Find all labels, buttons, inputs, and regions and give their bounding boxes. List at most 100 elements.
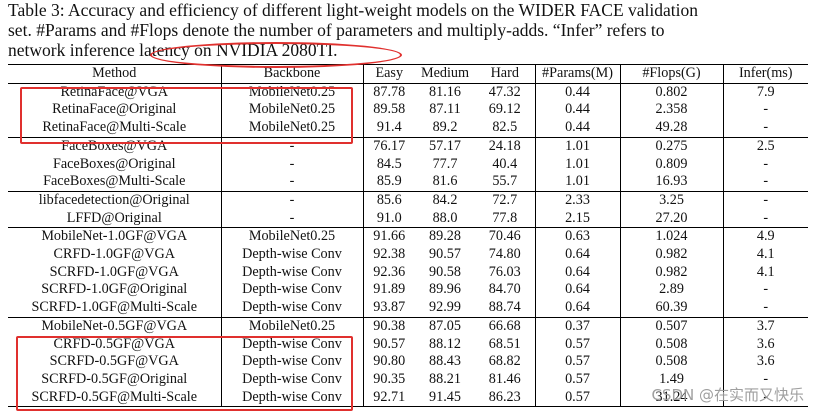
cell-hard: 68.51	[488, 335, 521, 352]
cell-infer: 7.9	[722, 82, 808, 102]
cell-backbone: MobileNet0.25	[220, 101, 363, 120]
cell-params: 1.01	[534, 173, 620, 192]
cell-medium: 89.28	[415, 227, 475, 247]
cell-easy: 91.0	[362, 209, 415, 228]
cell-medium: 90.58	[429, 263, 461, 280]
cell-flops: 0.275	[619, 136, 723, 156]
cell-params: 0.37	[534, 316, 620, 336]
cell-method: RetinaFace@VGA	[8, 82, 221, 102]
cell-hard: 72.7	[475, 190, 535, 210]
table-row: FaceBoxes@Multi-Scale -85.9 81.6 55.7 1.01 16…	[8, 173, 808, 192]
table-row: libfacedetection@Original -85.6 84.2 72.7 2.…	[8, 190, 808, 210]
cell-params: 2.33	[534, 190, 620, 210]
cell-method: SCRFD-0.5GF@Original	[41, 370, 188, 387]
cell-flops: 0.508	[619, 335, 723, 354]
cell-flops: 0.802	[619, 82, 723, 102]
table-row: MobileNet-0.5GF@VGA MobileNet0.25 90.38 87.…	[8, 316, 808, 336]
cell-method: RetinaFace@Multi-Scale	[42, 119, 187, 136]
results-table: Method Backbone Easy Medium Hard #Params…	[8, 64, 808, 408]
cell-method: SCRFD-0.5GF@Multi-Scale	[8, 388, 221, 408]
cell-backbone: MobileNet0.25	[220, 227, 363, 247]
cell-easy: 76.17	[362, 136, 415, 156]
cell-method: RetinaFace@Original	[52, 101, 177, 118]
cell-backbone: Depth-wise Conv	[220, 263, 363, 282]
cell-backbone: Depth-wise Conv	[220, 370, 363, 389]
cell-infer: -	[722, 281, 808, 300]
cell-infer: -	[722, 209, 808, 228]
cell-flops: 0.982	[619, 263, 723, 282]
cell-flops: 2.89	[619, 281, 723, 300]
table-row: SCRFD-1.0GF@Original Depth-wise Conv 91.89…	[8, 281, 808, 300]
header-medium: Medium	[415, 64, 475, 84]
cell-flops: 27.20	[619, 209, 723, 228]
table-row: RetinaFace@VGA MobileNet0.25 87.78 81.16 47.…	[8, 82, 808, 102]
cell-medium: 91.45	[415, 388, 475, 408]
cell-hard: 74.80	[488, 246, 521, 263]
cell-easy: 92.71	[362, 388, 415, 408]
cell-params: 2.15	[534, 209, 620, 228]
cell-params: 0.64	[534, 263, 620, 282]
table-body: RetinaFace@VGA MobileNet0.25 87.78 81.16 47.…	[8, 82, 808, 408]
cell-flops: 0.508	[619, 353, 723, 371]
cell-method: SCRFD-1.0GF@Multi-Scale	[31, 299, 198, 316]
cell-backbone: -	[220, 190, 363, 210]
cell-params: 1.01	[534, 136, 620, 156]
caption-line-3: network inference latency on NVIDIA 2080…	[8, 40, 338, 60]
cell-flops: 31.24	[619, 388, 723, 408]
cell-easy: 90.38	[362, 316, 415, 336]
table-row: CRFD-1.0GF@VGA Depth-wise Conv 92.38 90.57 7…	[8, 246, 808, 264]
cell-method: CRFD-0.5GF@VGA	[53, 335, 175, 352]
cell-infer: -	[722, 155, 808, 174]
cell-easy: 90.80	[362, 353, 415, 371]
cell-backbone: Depth-wise Conv	[220, 299, 363, 318]
cell-hard: 68.82	[488, 353, 521, 370]
cell-backbone: Depth-wise Conv	[220, 335, 363, 354]
cell-backbone: MobileNet0.25	[220, 316, 363, 336]
header-hard: Hard	[475, 64, 535, 84]
cell-flops: 16.93	[619, 173, 723, 192]
caption-line-1: Table 3: Accuracy and efficiency of diff…	[8, 0, 698, 20]
cell-method: FaceBoxes@VGA	[8, 136, 221, 156]
cell-method: libfacedetection@Original	[8, 190, 221, 210]
cell-hard: 24.18	[475, 136, 535, 156]
cell-hard: 69.12	[488, 101, 521, 118]
cell-infer: 4.1	[722, 263, 808, 282]
cell-params: 0.44	[534, 82, 620, 102]
cell-params: 0.57	[534, 370, 620, 389]
cell-backbone: Depth-wise Conv	[220, 353, 363, 371]
cell-infer: 3.7	[722, 316, 808, 336]
cell-params: 0.57	[534, 335, 620, 354]
table-row: FaceBoxes@Original -84.5 77.7 40.4 1.01 0.809…	[8, 155, 808, 174]
cell-hard: 84.70	[488, 281, 521, 298]
cell-method: CRFD-1.0GF@VGA	[53, 246, 175, 263]
cell-medium: 57.17	[415, 136, 475, 156]
cell-params: 0.57	[534, 353, 620, 371]
cell-method: MobileNet-0.5GF@VGA	[8, 316, 221, 336]
cell-hard: 77.8	[492, 209, 518, 226]
cell-easy: 85.6	[362, 190, 415, 210]
cell-flops: 0.809	[619, 155, 723, 174]
cell-medium: 81.6	[432, 173, 458, 190]
header-backbone: Backbone	[220, 64, 363, 84]
table-row: SCRFD-1.0GF@Multi-Scale Depth-wise Conv 93…	[8, 299, 808, 318]
cell-backbone: -	[220, 173, 363, 192]
header-method: Method	[8, 64, 221, 84]
table-row: RetinaFace@Original MobileNet0.25 89.58 87.…	[8, 101, 808, 120]
cell-easy: 90.57	[362, 335, 415, 354]
cell-backbone: Depth-wise Conv	[220, 281, 363, 300]
cell-easy: 85.9	[362, 173, 415, 192]
cell-infer: 2.5	[722, 136, 808, 156]
cell-infer: -	[722, 119, 808, 138]
cell-params: 1.01	[534, 155, 620, 174]
cell-method: SCRFD-1.0GF@VGA	[49, 263, 179, 280]
header-infer: Infer(ms)	[722, 64, 808, 84]
cell-params: 0.44	[534, 101, 620, 120]
cell-hard: 70.46	[475, 227, 535, 247]
cell-backbone: MobileNet0.25	[220, 119, 363, 138]
table-row: SCRFD-1.0GF@VGA Depth-wise Conv 92.36 90.58…	[8, 263, 808, 282]
cell-infer: 3.6	[722, 353, 808, 371]
cell-infer: -	[722, 388, 808, 408]
table-row: SCRFD-0.5GF@VGA Depth-wise Conv 90.80 88.43…	[8, 353, 808, 371]
table-row: CRFD-0.5GF@VGA Depth-wise Conv 90.57 88.12 6…	[8, 335, 808, 354]
cell-easy: 87.78	[362, 82, 415, 102]
